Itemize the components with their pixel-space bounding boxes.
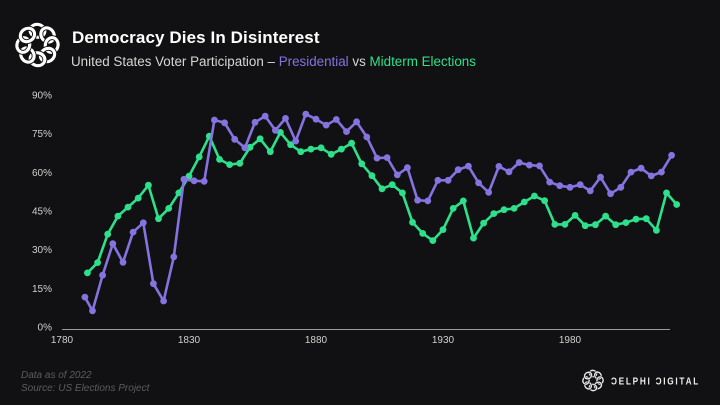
svg-text:75%: 75% — [32, 129, 52, 140]
svg-text:1780: 1780 — [51, 335, 74, 346]
svg-text:45%: 45% — [32, 207, 52, 218]
svg-text:1880: 1880 — [305, 335, 328, 346]
svg-text:90%: 90% — [32, 91, 52, 102]
svg-text:0%: 0% — [38, 323, 53, 334]
svg-text:15%: 15% — [32, 284, 52, 295]
svg-text:30%: 30% — [32, 245, 52, 256]
svg-text:60%: 60% — [32, 168, 52, 179]
svg-text:1930: 1930 — [432, 335, 455, 346]
svg-text:1980: 1980 — [559, 335, 582, 346]
svg-text:ƆELPHI ƆIGITAL: ƆELPHI ƆIGITAL — [611, 376, 700, 388]
svg-text:1830: 1830 — [178, 335, 201, 346]
